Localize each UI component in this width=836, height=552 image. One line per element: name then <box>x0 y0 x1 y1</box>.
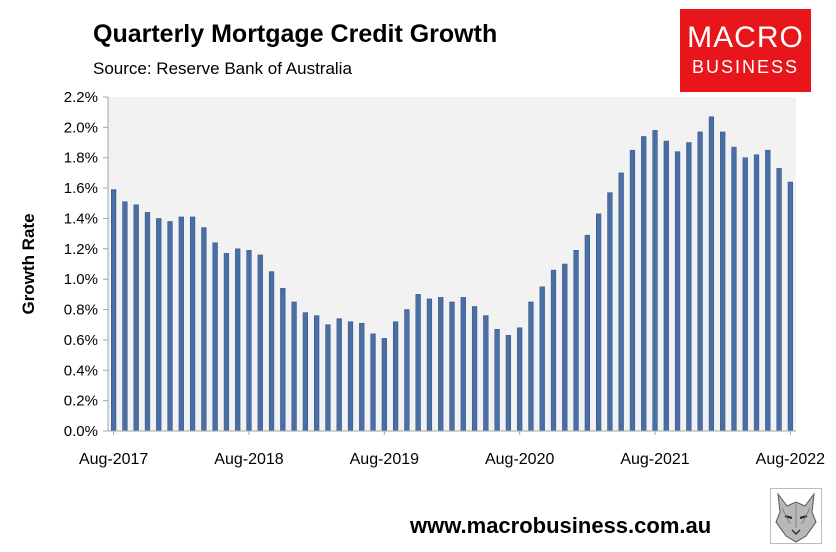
bar <box>460 297 466 432</box>
bar <box>111 189 117 432</box>
y-tick-label: 1.6% <box>64 180 98 197</box>
bar <box>223 253 230 432</box>
bar <box>494 329 500 432</box>
bar <box>370 333 376 432</box>
bar <box>314 315 320 432</box>
bar <box>122 201 128 432</box>
bar <box>471 306 478 432</box>
y-tick-label: 2.0% <box>64 119 98 136</box>
bar <box>257 254 263 432</box>
bar <box>742 157 748 432</box>
bar <box>336 318 342 432</box>
bar <box>596 213 602 432</box>
footer-url: www.macrobusiness.com.au <box>410 513 712 538</box>
bar <box>359 322 365 432</box>
y-tick-label: 0.2% <box>64 393 98 410</box>
bar <box>291 301 297 432</box>
bar <box>528 301 534 432</box>
y-tick-label: 0.6% <box>64 332 98 349</box>
bar <box>652 130 658 432</box>
bar <box>438 297 444 432</box>
bar <box>167 221 173 432</box>
y-tick-label: 2.2% <box>64 89 98 106</box>
bar <box>302 312 308 432</box>
bar <box>280 288 286 432</box>
x-tick-label: Aug-2021 <box>620 451 689 468</box>
bar <box>708 116 715 432</box>
bar <box>663 140 669 432</box>
y-tick-label: 1.2% <box>64 241 98 258</box>
y-tick-label: 1.0% <box>64 271 98 288</box>
macrobusiness-logo: MACRO BUSINESS <box>680 9 811 92</box>
bar <box>787 181 793 432</box>
bar <box>629 149 636 432</box>
y-tick-label: 1.4% <box>64 210 98 227</box>
bar <box>381 338 387 432</box>
chart-subtitle: Source: Reserve Bank of Australia <box>93 59 352 78</box>
bar <box>731 146 737 432</box>
y-tick-label: 0.4% <box>64 362 98 379</box>
bar <box>505 335 512 432</box>
bar <box>517 327 523 432</box>
bar <box>426 298 433 432</box>
bar <box>246 250 252 432</box>
bar <box>562 263 568 432</box>
bar <box>156 218 162 432</box>
wolf-logo-icon <box>770 488 822 544</box>
bar <box>144 212 151 432</box>
bar <box>550 269 557 432</box>
y-tick-label: 0.0% <box>64 423 98 440</box>
bar <box>720 131 726 432</box>
x-tick-label: Aug-2020 <box>485 451 554 468</box>
bar <box>404 309 410 432</box>
bar <box>189 216 196 432</box>
bar <box>178 216 184 432</box>
bar <box>392 321 399 432</box>
y-axis-title: Growth Rate <box>19 213 38 314</box>
bar <box>268 271 275 432</box>
bar <box>674 151 681 432</box>
bar <box>618 172 624 432</box>
x-tick-label: Aug-2018 <box>214 451 283 468</box>
chart-title: Quarterly Mortgage Credit Growth <box>93 20 498 48</box>
bar <box>776 168 782 432</box>
bar <box>607 192 613 432</box>
x-tick-label: Aug-2019 <box>350 451 419 468</box>
bar <box>686 142 692 432</box>
bar <box>415 294 421 432</box>
bar <box>753 154 760 432</box>
bar <box>235 248 241 432</box>
bar <box>697 131 703 432</box>
y-tick-label: 0.8% <box>64 302 98 319</box>
bar <box>573 250 579 432</box>
bar <box>325 324 331 432</box>
bar <box>483 315 489 432</box>
bar <box>539 286 545 432</box>
bar <box>133 204 139 432</box>
bar <box>212 242 218 432</box>
bar <box>347 321 354 432</box>
bar <box>641 136 647 432</box>
bar <box>765 149 771 432</box>
bar <box>201 227 207 432</box>
x-tick-label: Aug-2022 <box>756 451 825 468</box>
y-tick-label: 1.8% <box>64 150 98 167</box>
bar <box>449 301 455 432</box>
x-tick-label: Aug-2017 <box>79 451 148 468</box>
logo-line-2: BUSINESS <box>691 57 800 77</box>
logo-line-1: MACRO <box>687 21 804 54</box>
bar <box>584 234 590 432</box>
